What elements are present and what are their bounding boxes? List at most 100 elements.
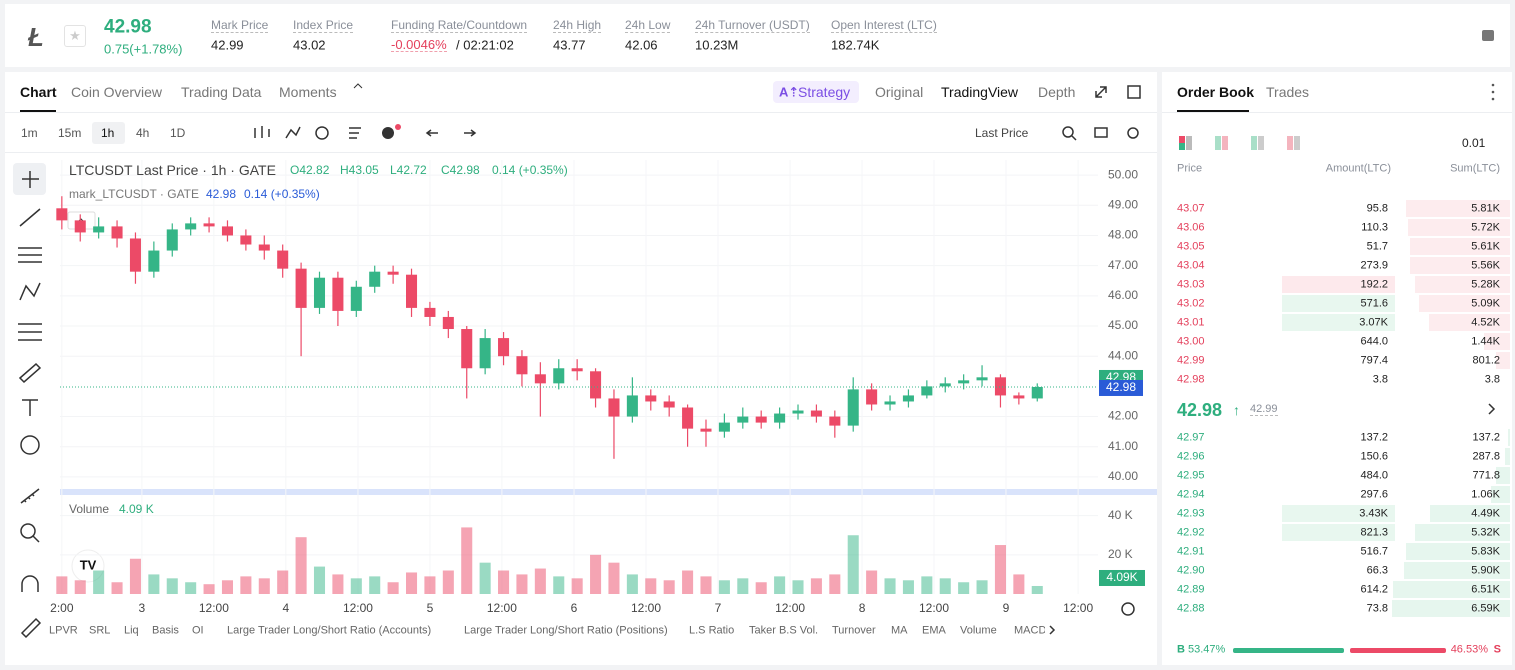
text-tool[interactable] <box>22 399 38 416</box>
template-icon[interactable] <box>349 127 361 139</box>
indicator-tab[interactable]: OI <box>192 624 204 637</box>
indicator-tab[interactable]: L.S Ratio <box>689 624 735 637</box>
book-price[interactable]: 42.93 <box>1177 507 1205 520</box>
book-price[interactable]: 42.97 <box>1177 431 1205 444</box>
fib-tool[interactable] <box>18 323 42 341</box>
chart-tab[interactable]: Moments <box>279 84 337 100</box>
book-price[interactable]: 43.05 <box>1177 240 1205 253</box>
pattern-tool[interactable] <box>19 282 41 301</box>
redo-icon[interactable] <box>464 129 477 137</box>
book-price[interactable]: 43.03 <box>1177 278 1205 291</box>
book-sum: 5.32K <box>1471 526 1500 539</box>
brush-tool[interactable] <box>18 362 42 384</box>
book-price[interactable]: 42.92 <box>1177 526 1205 539</box>
book-tab[interactable]: Order Book <box>1177 84 1255 100</box>
stat-label: Funding Rate/Countdown <box>391 18 528 33</box>
window-icon[interactable] <box>1127 85 1141 99</box>
fullscreen-icon[interactable] <box>1095 86 1107 98</box>
chart-tab[interactable]: Trading Data <box>181 84 262 100</box>
zoom-tool[interactable] <box>20 523 36 539</box>
book-price[interactable]: 42.89 <box>1177 583 1205 596</box>
book-icon[interactable] <box>1482 30 1494 41</box>
pane-separator <box>60 489 1157 495</box>
book-price[interactable]: 42.91 <box>1177 545 1205 558</box>
strategy-pill[interactable] <box>773 81 859 103</box>
ruler-tool[interactable] <box>20 488 40 504</box>
indicator-icon[interactable] <box>285 126 301 139</box>
book-amount: 297.6 <box>1360 488 1388 501</box>
replay-icon[interactable] <box>315 126 329 140</box>
magnet-tool[interactable] <box>21 575 39 592</box>
indicator-tab[interactable]: Basis <box>152 624 179 637</box>
book-price[interactable]: 43.00 <box>1177 335 1205 348</box>
book-tab[interactable]: Trades <box>1266 84 1310 100</box>
indicator-tab[interactable]: LPVR <box>49 624 78 637</box>
book-price[interactable]: 43.02 <box>1177 297 1205 310</box>
indicator-tab[interactable]: EMA <box>922 624 946 637</box>
interval[interactable]: 1h <box>101 126 115 140</box>
book-price[interactable]: 43.04 <box>1177 259 1205 272</box>
book-price[interactable]: 42.96 <box>1177 450 1205 463</box>
view-tab[interactable]: TradingView <box>941 84 1019 100</box>
indicator-tab[interactable]: Large Trader Long/Short Ratio (Accounts) <box>227 624 432 637</box>
y-tick-label: 41.00 <box>1108 439 1138 453</box>
settings-icon[interactable] <box>1121 602 1135 616</box>
chart-tab[interactable]: Coin Overview <box>71 84 163 100</box>
volume-bar <box>921 576 933 594</box>
crosshair-tool[interactable] <box>22 171 39 188</box>
candle-body <box>939 383 951 387</box>
chart-tab[interactable]: Chart <box>20 84 57 100</box>
line-tool[interactable] <box>19 208 41 227</box>
view-tab[interactable]: Strategy <box>798 84 851 100</box>
pencil-tool[interactable] <box>20 617 42 639</box>
indicator-tab[interactable]: Liq <box>124 624 139 637</box>
book-price[interactable]: 42.88 <box>1177 602 1205 615</box>
search-icon[interactable] <box>1062 126 1074 138</box>
interval[interactable]: 4h <box>136 126 150 140</box>
indicator-tab[interactable]: Taker B.S Vol. <box>749 624 819 637</box>
tick-size[interactable]: 0.01 <box>1462 136 1486 150</box>
snapshot-icon[interactable] <box>1094 127 1108 138</box>
settings-icon[interactable] <box>1127 127 1139 139</box>
parallel-tool[interactable] <box>18 247 42 263</box>
indicator-tab[interactable]: MACD <box>1014 625 1045 637</box>
emoji-tool[interactable] <box>20 435 40 455</box>
indicator-tab[interactable]: MA <box>891 624 908 637</box>
view-tab[interactable]: Original <box>875 84 924 100</box>
x-tick-label: 4 <box>282 601 289 615</box>
indicator-tab[interactable]: SRL <box>89 624 111 637</box>
interval[interactable]: 1m <box>21 126 38 140</box>
volume-last-label: 4.09K <box>1106 570 1137 584</box>
menu-dot[interactable] <box>1491 83 1495 87</box>
add-icon[interactable] <box>382 127 394 139</box>
price-type[interactable]: Last Price <box>975 126 1029 140</box>
book-sum: 3.8 <box>1484 373 1500 386</box>
view-tab[interactable]: Depth <box>1038 84 1076 100</box>
book-price[interactable]: 43.06 <box>1177 221 1205 234</box>
candle-body <box>994 377 1006 396</box>
book-price[interactable]: 42.94 <box>1177 488 1205 501</box>
indicator-tab[interactable]: Turnover <box>832 624 876 637</box>
book-price[interactable]: 42.90 <box>1177 564 1205 577</box>
book-price[interactable]: 43.07 <box>1177 202 1205 215</box>
chevron-right[interactable] <box>1488 403 1496 415</box>
favorite-button[interactable]: ★ <box>64 25 86 47</box>
book-price[interactable]: 43.01 <box>1177 316 1205 329</box>
indicator-tab[interactable]: Large Trader Long/Short Ratio (Positions… <box>464 624 668 637</box>
candle-type-icon[interactable] <box>254 126 270 138</box>
mid-arrow: ↑ <box>1233 402 1240 418</box>
interval[interactable]: 1D <box>170 126 186 140</box>
book-layout-icons[interactable] <box>1179 136 1300 150</box>
candle-body <box>221 226 233 236</box>
undo-icon[interactable] <box>425 129 438 137</box>
depth-bar <box>1491 486 1510 503</box>
book-price[interactable]: 42.98 <box>1177 373 1205 386</box>
book-price[interactable]: 42.99 <box>1177 354 1205 367</box>
book-sum: 1.44K <box>1471 335 1500 348</box>
book-price[interactable]: 42.95 <box>1177 469 1205 482</box>
indicator-tab[interactable]: Volume <box>960 624 997 637</box>
volume-bar <box>313 566 326 594</box>
scroll-right[interactable] <box>1049 625 1056 635</box>
x-tick-label: 3 <box>139 601 146 615</box>
interval[interactable]: 15m <box>58 126 82 140</box>
